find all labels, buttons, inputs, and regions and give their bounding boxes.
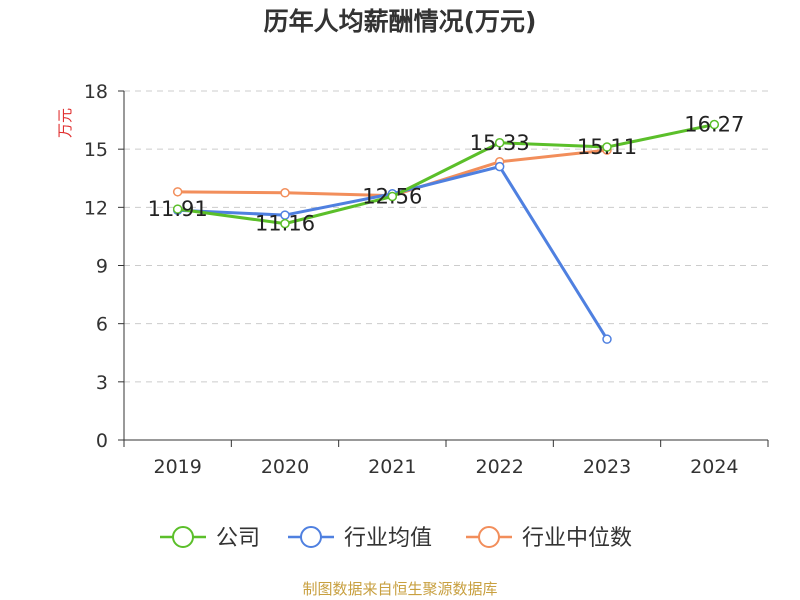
legend-label: 公司 <box>216 526 260 551</box>
series-line <box>177 123 715 226</box>
x-tick-label: 2021 <box>368 456 416 478</box>
data-point <box>602 334 612 344</box>
y-axis-label: 万元 <box>56 108 74 138</box>
chart-title: 历年人均薪酬情况(万元) <box>263 7 537 36</box>
legend-label: 行业均值 <box>344 526 432 551</box>
data-label: 11.91 <box>148 197 208 221</box>
legend-label: 行业中位数 <box>522 526 632 551</box>
data-point <box>387 191 398 202</box>
legend-marker <box>478 526 500 548</box>
legend-marker <box>300 526 322 548</box>
data-point <box>280 218 290 229</box>
grid-lines <box>124 90 768 383</box>
y-tick-label: 9 <box>96 256 108 278</box>
y-tick-label: 3 <box>96 372 108 394</box>
x-tick-label: 2019 <box>153 456 201 478</box>
data-point <box>494 161 505 172</box>
data-label: 16.27 <box>684 113 744 137</box>
x-tick-label: 2024 <box>690 456 738 478</box>
data-point <box>172 187 183 197</box>
data-point <box>280 188 290 198</box>
y-tick-label: 15 <box>84 139 108 161</box>
y-tick-label: 0 <box>96 430 108 452</box>
data-point <box>602 142 612 152</box>
y-tick-label: 12 <box>84 197 108 219</box>
legend-marker <box>172 526 194 548</box>
x-tick-label: 2020 <box>261 456 309 478</box>
x-tick-label: 2023 <box>583 456 631 478</box>
data-label: 15.33 <box>470 131 530 155</box>
axes: 0 3 6 9 12 15 18 2019 2020 2021 2022 2023 2024 <box>84 81 769 478</box>
data-label: 12.56 <box>362 184 422 208</box>
data-point <box>709 119 720 130</box>
data-label: 15.11 <box>577 135 637 159</box>
data-point <box>172 204 183 214</box>
data-labels: 11.91 11.16 12.56 15.33 15.11 16.27 <box>148 113 745 236</box>
data-label: 11.16 <box>255 212 315 236</box>
data-point <box>494 138 505 148</box>
y-tick-label: 6 <box>96 314 108 336</box>
legend: 公司 行业均值 行业中位数 <box>160 526 632 551</box>
series-lines <box>172 119 720 344</box>
source-note: 制图数据来自恒生聚源数据库 <box>302 580 498 598</box>
y-tick-label: 18 <box>84 81 108 103</box>
x-tick-label: 2022 <box>475 456 523 478</box>
